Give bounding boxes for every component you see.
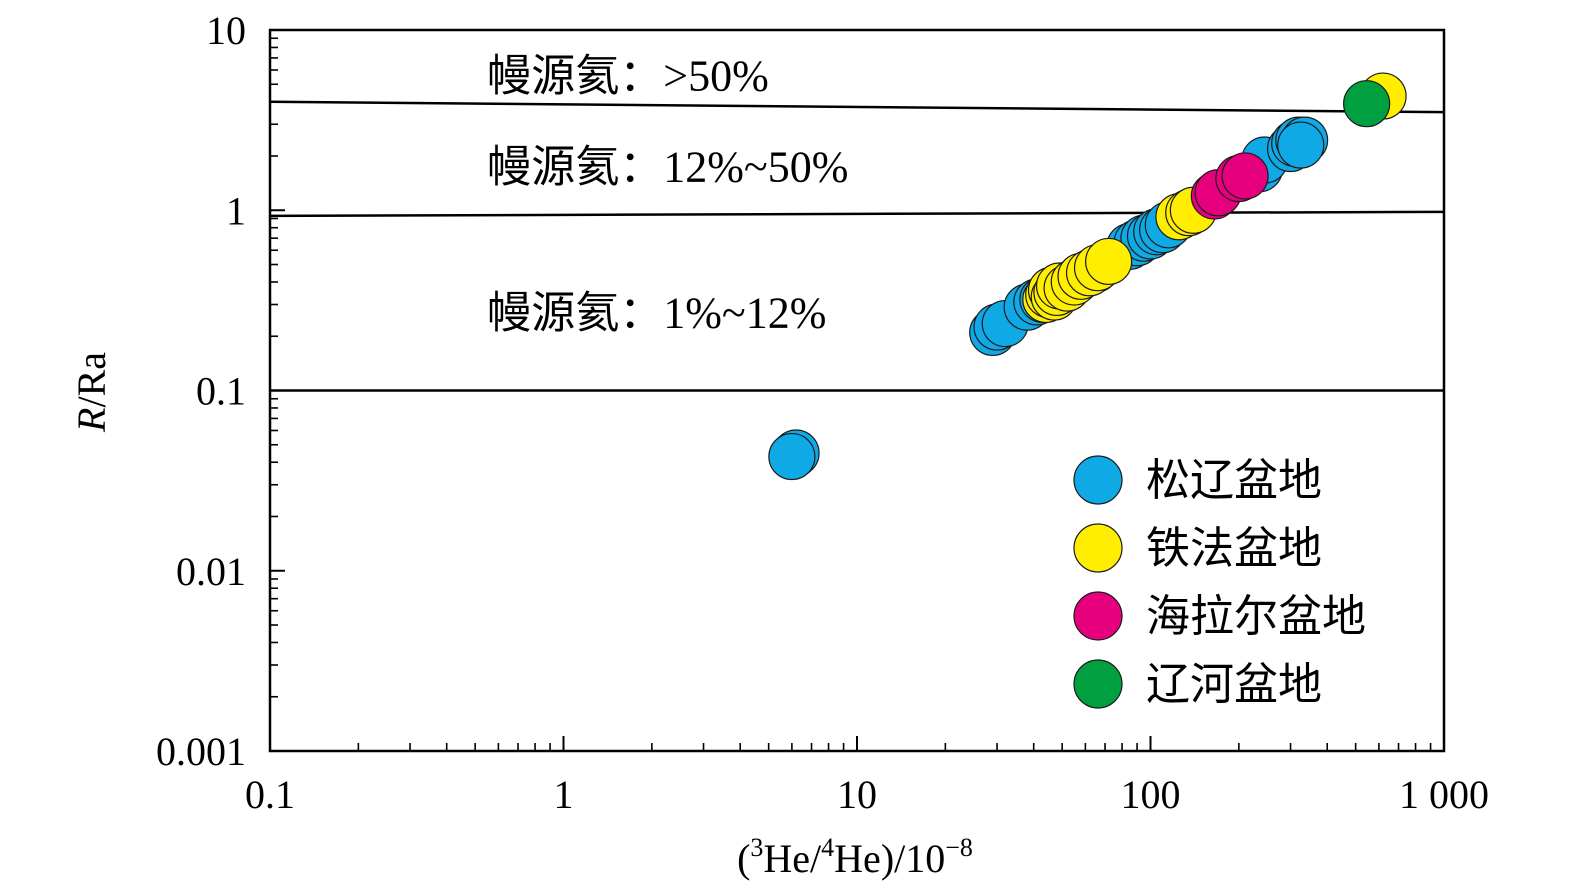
legend-label: 辽河盆地 <box>1146 660 1322 709</box>
zone-label: 幔源氦：1%~12% <box>487 289 826 338</box>
legend-marker <box>1073 455 1123 505</box>
zone-label: 幔源氦：12%~50% <box>487 142 848 191</box>
legend-marker <box>1073 523 1123 573</box>
y-tick-label: 0.1 <box>196 369 246 414</box>
data-point <box>1221 152 1269 200</box>
legend-label: 铁法盆地 <box>1146 524 1322 573</box>
x-tick-label: 1 000 <box>1399 772 1489 817</box>
data-points <box>768 72 1407 481</box>
y-tick-label: 1 <box>226 188 246 233</box>
x-tick-label: 1 <box>554 772 574 817</box>
y-tick-label: 10 <box>206 8 246 53</box>
legend-label: 海拉尔盆地 <box>1146 592 1366 641</box>
data-point <box>768 432 816 481</box>
x-tick-label: 0.1 <box>245 772 295 817</box>
data-point <box>1085 237 1133 286</box>
x-tick-label: 10 <box>837 772 877 817</box>
y-tick-label: 0.001 <box>156 729 246 774</box>
boundary-line <box>269 100 1445 114</box>
legend-label: 松辽盆地 <box>1146 456 1322 505</box>
y-axis-title: R/Ra <box>69 352 114 433</box>
x-axis-title: (3He/4He)/10−8 <box>737 833 973 881</box>
y-tick-label: 0.01 <box>176 549 246 594</box>
boundary-lines <box>269 100 1445 392</box>
axis-ticks: 0.1 1 10 100 1 000 0.001 0.01 0.1 1 10 <box>156 8 1489 817</box>
legend-marker <box>1073 659 1123 709</box>
zone-label: 幔源氦：>50% <box>487 51 768 100</box>
data-point <box>1277 121 1325 169</box>
x-tick-label: 100 <box>1121 772 1181 817</box>
legend-marker <box>1073 591 1123 641</box>
zone-labels: 幔源氦：>50% 幔源氦：12%~50% 幔源氦：1%~12% <box>487 51 848 337</box>
boundary-line <box>269 210 1445 218</box>
data-point <box>1343 80 1391 128</box>
